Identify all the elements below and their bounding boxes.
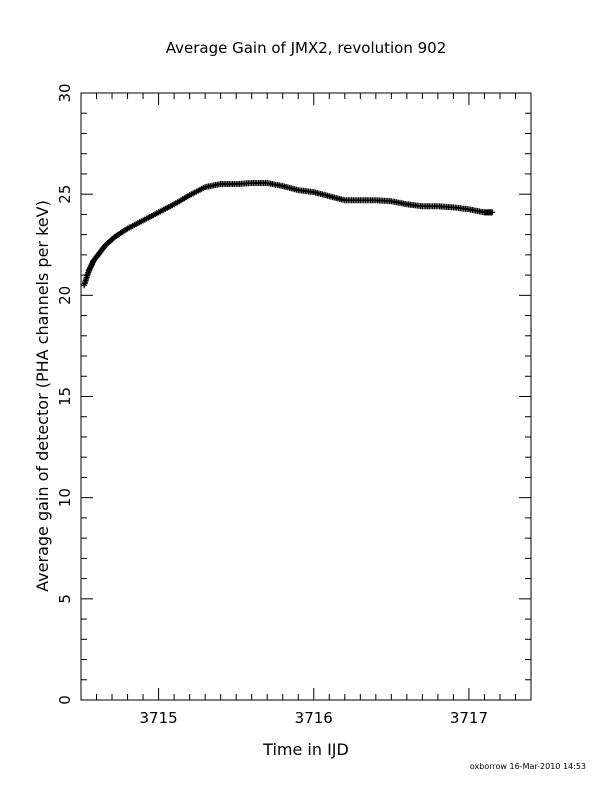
data-points bbox=[81, 180, 496, 289]
y-tick-label: 25 bbox=[56, 185, 74, 204]
x-tick-label: 3716 bbox=[295, 709, 333, 727]
footer-stamp: oxborrow 16-Mar-2010 14:53 bbox=[470, 762, 586, 771]
y-tick-label: 5 bbox=[56, 594, 74, 604]
y-tick-label: 0 bbox=[56, 695, 74, 705]
tick-labels: 0 5 10 15 20 25 30 3715 3716 3717 bbox=[56, 83, 488, 727]
x-tick-label: 3717 bbox=[450, 709, 488, 727]
plot-frame bbox=[80, 92, 532, 701]
data-point bbox=[489, 209, 496, 216]
x-axis-label: Time in IJD bbox=[262, 740, 349, 759]
y-tick-label: 20 bbox=[56, 286, 74, 305]
axis-ticks bbox=[80, 92, 532, 701]
y-tick-label: 10 bbox=[56, 488, 74, 507]
y-tick-label: 30 bbox=[56, 83, 74, 102]
chart-title: Average Gain of JMX2, revolution 902 bbox=[166, 39, 447, 57]
x-tick-label: 3715 bbox=[139, 709, 177, 727]
y-axis-label: Average gain of detector (PHA channels p… bbox=[33, 200, 52, 592]
y-tick-label: 15 bbox=[56, 387, 74, 406]
